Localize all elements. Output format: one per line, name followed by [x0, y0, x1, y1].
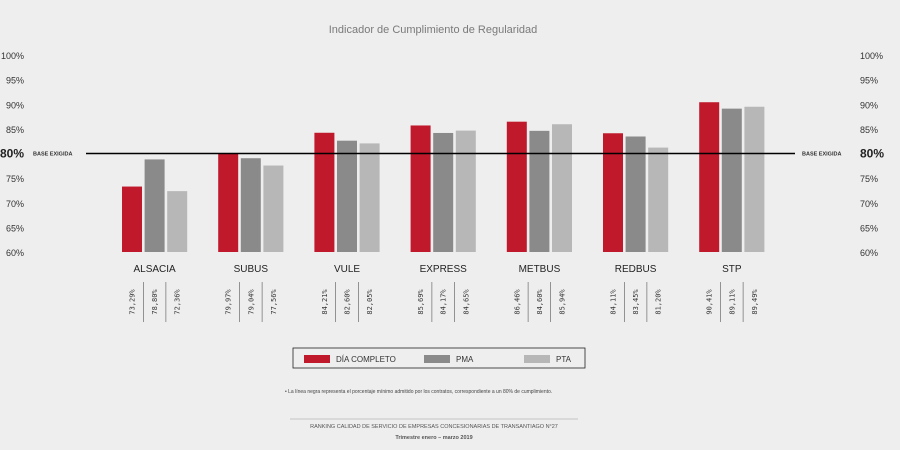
- y-tick-left-60: 60%: [6, 248, 24, 258]
- bar-subus-pta: [263, 165, 284, 252]
- bar-alsacia-d-a-completo: [122, 186, 142, 252]
- y-tick-left-90: 90%: [6, 100, 24, 110]
- y-axis-right: 60% 65% 70% 75% 80% 85% 90% 95% 100%: [860, 51, 884, 258]
- bar-express-pma: [433, 132, 454, 252]
- y-tick-left-75: 75%: [6, 174, 24, 184]
- category-label-subus: SUBUS: [234, 264, 269, 275]
- y-tick-left-80: 80%: [0, 147, 24, 161]
- y-tick-right-100: 100%: [860, 51, 883, 61]
- category-label-alsacia: ALSACIA: [133, 264, 176, 275]
- legend: DÍA COMPLETO PMA PTA: [292, 347, 586, 369]
- value-label-metbus-1: 84,60%: [536, 289, 544, 315]
- value-label-alsacia-1: 78,80%: [151, 289, 159, 315]
- legend-swatch-2: [524, 355, 550, 363]
- y-tick-left-70: 70%: [6, 199, 24, 209]
- y-tick-right-90: 90%: [860, 100, 878, 110]
- value-labels: 73,29% 78,80% 72,36% 79,97% 79,04% 77,56% 84,2…: [129, 282, 759, 322]
- y-tick-left-85: 85%: [6, 125, 24, 135]
- value-label-stp-1: 89,11%: [728, 289, 736, 315]
- bar-alsacia-pma: [144, 159, 165, 252]
- y-tick-left-95: 95%: [6, 76, 24, 86]
- value-label-subus-2: 77,56%: [270, 289, 278, 315]
- value-label-redbus-1: 83,45%: [632, 289, 640, 315]
- value-label-redbus-2: 81,20%: [655, 289, 663, 315]
- reference-line-group: BASE EXIGIDA BASE EXIGIDA: [33, 152, 841, 158]
- y-tick-right-70: 70%: [860, 199, 878, 209]
- value-label-stp-2: 89,49%: [751, 289, 759, 315]
- bar-vule-pma: [337, 140, 357, 252]
- value-label-express-1: 84,17%: [440, 289, 448, 315]
- base-exigida-label-left: BASE EXIGIDA: [33, 152, 72, 158]
- value-label-express-0: 85,69%: [417, 289, 425, 315]
- bar-stp-d-a-completo: [699, 102, 720, 253]
- value-label-subus-0: 79,97%: [225, 289, 233, 315]
- legend-swatch-1: [424, 355, 450, 363]
- value-label-metbus-2: 85,94%: [559, 289, 567, 315]
- legend-label-0: DÍA COMPLETO: [336, 355, 396, 364]
- bar-redbus-pta: [648, 147, 669, 252]
- chart-title: Indicador de Cumplimiento de Regularidad: [329, 24, 538, 36]
- y-tick-right-85: 85%: [860, 125, 878, 135]
- value-label-metbus-0: 86,46%: [513, 289, 521, 315]
- bars: [122, 102, 765, 253]
- y-tick-right-80: 80%: [860, 147, 884, 161]
- y-axis-left: 60% 65% 70% 75% 80% 85% 90% 95% 100%: [0, 51, 24, 258]
- base-exigida-label-right: BASE EXIGIDA: [802, 152, 841, 158]
- value-label-vule-2: 82,05%: [366, 289, 374, 315]
- bar-stp-pta: [744, 106, 765, 252]
- legend-swatch-0: [304, 355, 330, 363]
- category-label-stp: STP: [722, 264, 742, 275]
- footer-line-1: RANKING CALIDAD DE SERVICIO DE EMPRESAS …: [310, 424, 558, 430]
- category-label-express: EXPRESS: [420, 264, 468, 275]
- bar-redbus-pma: [625, 136, 646, 252]
- y-tick-left-100: 100%: [1, 51, 24, 61]
- footer-line-2: Trimestre enero – marzo 2019: [395, 435, 472, 441]
- value-label-alsacia-2: 72,36%: [174, 289, 182, 315]
- bar-express-d-a-completo: [410, 125, 431, 252]
- y-tick-right-60: 60%: [860, 248, 878, 258]
- category-label-vule: VULE: [334, 264, 360, 275]
- bar-metbus-pma: [529, 130, 550, 252]
- bar-express-pta: [455, 130, 476, 252]
- category-label-metbus: METBUS: [519, 264, 561, 275]
- value-label-redbus-0: 84,11%: [610, 289, 618, 315]
- legend-box: [292, 347, 586, 369]
- value-label-alsacia-0: 73,29%: [129, 289, 137, 315]
- footnote: • La línea negra representa el porcentaj…: [285, 389, 552, 395]
- value-label-vule-0: 84,21%: [321, 289, 329, 315]
- bar-redbus-d-a-completo: [603, 133, 623, 252]
- bar-stp-pma: [721, 108, 742, 253]
- legend-label-1: PMA: [456, 355, 474, 364]
- y-tick-left-65: 65%: [6, 223, 24, 233]
- value-label-express-2: 84,65%: [462, 289, 470, 315]
- y-tick-right-65: 65%: [860, 223, 878, 233]
- value-label-stp-0: 90,41%: [706, 289, 714, 315]
- value-label-subus-1: 79,04%: [247, 289, 255, 315]
- category-label-redbus: REDBUS: [615, 264, 657, 275]
- bar-subus-pma: [240, 158, 261, 252]
- y-tick-right-75: 75%: [860, 174, 878, 184]
- legend-label-2: PTA: [556, 355, 572, 364]
- value-label-vule-1: 82,60%: [344, 289, 352, 315]
- bar-vule-pta: [359, 143, 380, 252]
- bar-metbus-d-a-completo: [506, 121, 527, 252]
- category-labels: ALSACIA SUBUS VULE EXPRESS METBUS REDBUS STP: [133, 264, 741, 275]
- bar-vule-d-a-completo: [314, 132, 335, 252]
- bar-metbus-pta: [552, 124, 572, 252]
- bar-alsacia-pta: [167, 191, 188, 252]
- bar-subus-d-a-completo: [218, 153, 239, 252]
- y-tick-right-95: 95%: [860, 76, 878, 86]
